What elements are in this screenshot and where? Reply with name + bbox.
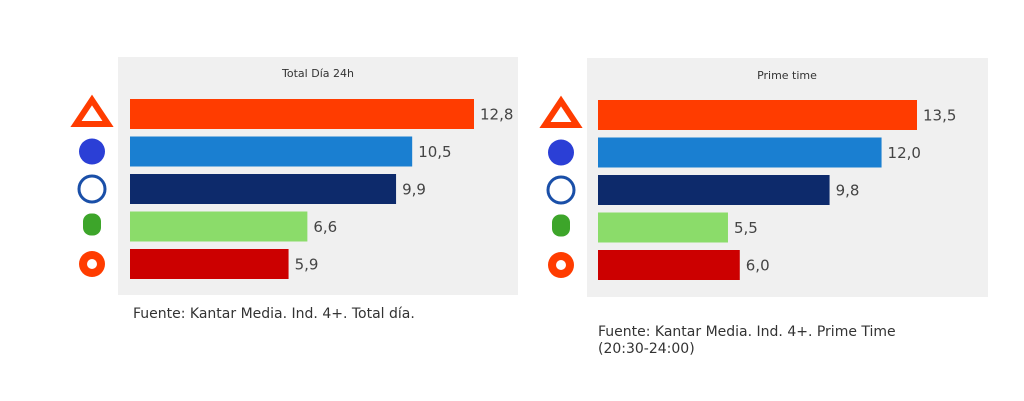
bar (598, 175, 830, 205)
bar (598, 212, 728, 243)
bar (598, 250, 740, 280)
value-label: 9,9 (402, 181, 426, 199)
channel-logo (70, 94, 114, 127)
value-label: 10,5 (418, 143, 451, 161)
channel-logo (79, 138, 105, 165)
channel-logo (546, 175, 576, 205)
channel-logo (556, 260, 566, 270)
source-note: Fuente: Kantar Media. Ind. 4+. Total día… (133, 306, 415, 322)
chart-title: Prime time (757, 69, 817, 82)
chart-title: Total Día 24h (281, 67, 354, 80)
value-label: 12,8 (480, 106, 513, 124)
bar (598, 137, 882, 168)
value-label: 12,0 (888, 144, 921, 162)
channel-logo (548, 139, 574, 166)
channel-logo (87, 259, 97, 269)
channel-logo (539, 95, 583, 128)
bar (598, 100, 917, 130)
channel-logo (552, 214, 570, 237)
value-label: 5,5 (734, 219, 758, 237)
bar (130, 136, 413, 167)
bar (130, 99, 474, 129)
channel-logo (77, 174, 107, 204)
value-label: 6,0 (746, 257, 770, 275)
bar (130, 249, 289, 279)
value-label: 5,9 (295, 256, 319, 274)
value-label: 6,6 (313, 218, 337, 236)
value-label: 13,5 (923, 107, 956, 125)
bar (130, 174, 397, 204)
value-label: 9,8 (836, 182, 860, 200)
bar (130, 211, 308, 242)
source-note: Fuente: Kantar Media. Ind. 4+. Prime Tim… (598, 324, 896, 357)
channel-logo (83, 213, 101, 236)
